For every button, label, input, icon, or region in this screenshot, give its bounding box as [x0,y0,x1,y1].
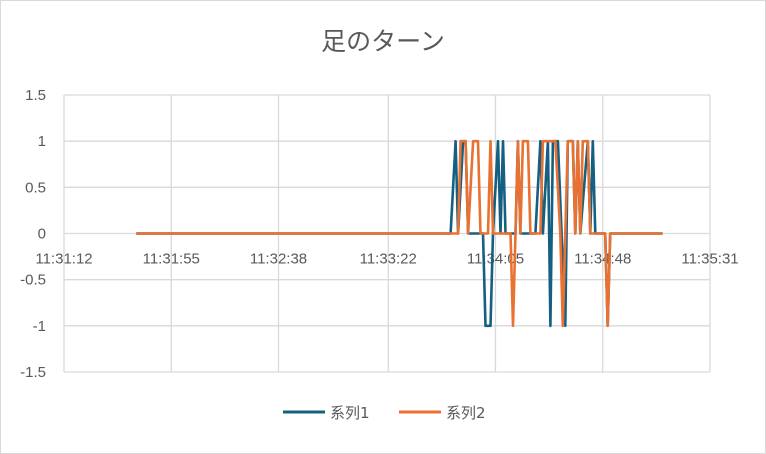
legend-label-2: 系列2 [446,404,486,422]
x-tick-label: 11:31:12 [35,251,92,268]
y-tick-label: 1.5 [25,87,46,104]
x-tick-label: 11:31:55 [143,251,200,268]
x-tick-label: 11:33:22 [360,251,417,268]
series-line-2 [136,139,663,328]
x-tick-label: 11:35:31 [681,251,738,268]
legend-label-1: 系列1 [330,404,370,422]
x-tick-label: 11:34:48 [574,251,631,268]
y-tick-label: -1 [33,318,46,335]
y-tick-label: 0.5 [25,179,46,196]
x-tick-label: 11:32:38 [250,251,307,268]
chart-title: 足のターン [321,27,445,56]
y-tick-label: -1.5 [20,364,46,381]
y-tick-label: 1 [38,133,46,150]
y-tick-label: 0 [38,226,46,243]
y-tick-label: -0.5 [20,272,46,289]
